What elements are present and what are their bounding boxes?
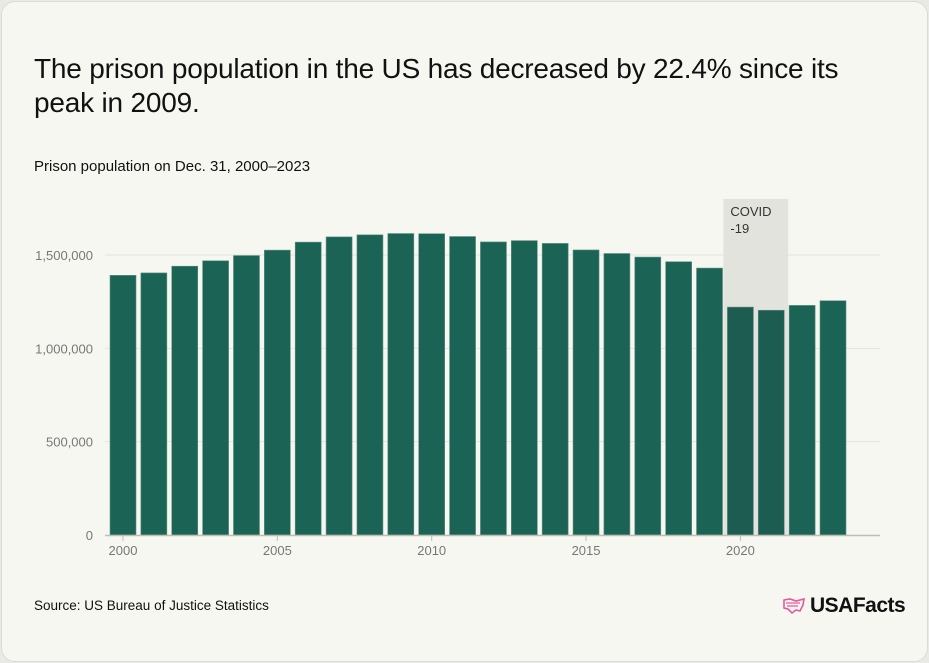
chart-title: The prison population in the US has decr…: [34, 53, 839, 118]
bar-2022: [788, 305, 816, 536]
bar-2017: [634, 256, 662, 536]
covid-label-line1: COVID: [730, 204, 771, 219]
bar-2003: [202, 260, 229, 536]
bar-2013: [511, 240, 538, 536]
bar-2005: [264, 249, 291, 536]
us-map-flag-icon: [783, 597, 805, 615]
bar-2021: [757, 309, 785, 536]
bar-2014: [541, 243, 569, 536]
bar-2006: [294, 241, 322, 536]
bar-2007: [325, 236, 353, 536]
chart-subtitle: Prison population on Dec. 31, 2000–2023: [34, 158, 311, 175]
x-tick-label: 2000: [109, 543, 138, 558]
bar-2004: [233, 255, 260, 536]
usafacts-logo: USAFacts: [782, 594, 906, 618]
covid-label-line2: -19: [730, 221, 749, 236]
bar-2010: [418, 233, 445, 536]
bar-2011: [449, 236, 476, 536]
bar-2009: [387, 233, 415, 536]
bar-2020: [727, 306, 754, 536]
bar-2000: [109, 275, 137, 536]
x-tick-label: 2015: [572, 543, 601, 558]
x-tick-label: 2020: [726, 543, 755, 558]
y-tick-label: 1,000,000: [35, 341, 93, 356]
y-tick-label: 500,000: [46, 435, 93, 450]
x-tick-label: 2005: [263, 543, 292, 558]
bar-2015: [572, 249, 600, 536]
x-tick-label: 2010: [417, 543, 446, 558]
y-tick-label: 0: [86, 528, 93, 543]
bar-2016: [603, 253, 631, 536]
y-tick-label: 1,500,000: [35, 248, 93, 263]
bar-2019: [696, 267, 723, 536]
bar-2002: [171, 265, 199, 536]
bar-2012: [480, 241, 507, 536]
bar-2018: [665, 261, 692, 536]
bar-2008: [356, 234, 384, 536]
source-note: Source: US Bureau of Justice Statistics: [34, 598, 269, 613]
bar-2023: [819, 300, 847, 536]
logo-text: USAFacts: [810, 594, 906, 617]
bar-2001: [140, 272, 168, 536]
